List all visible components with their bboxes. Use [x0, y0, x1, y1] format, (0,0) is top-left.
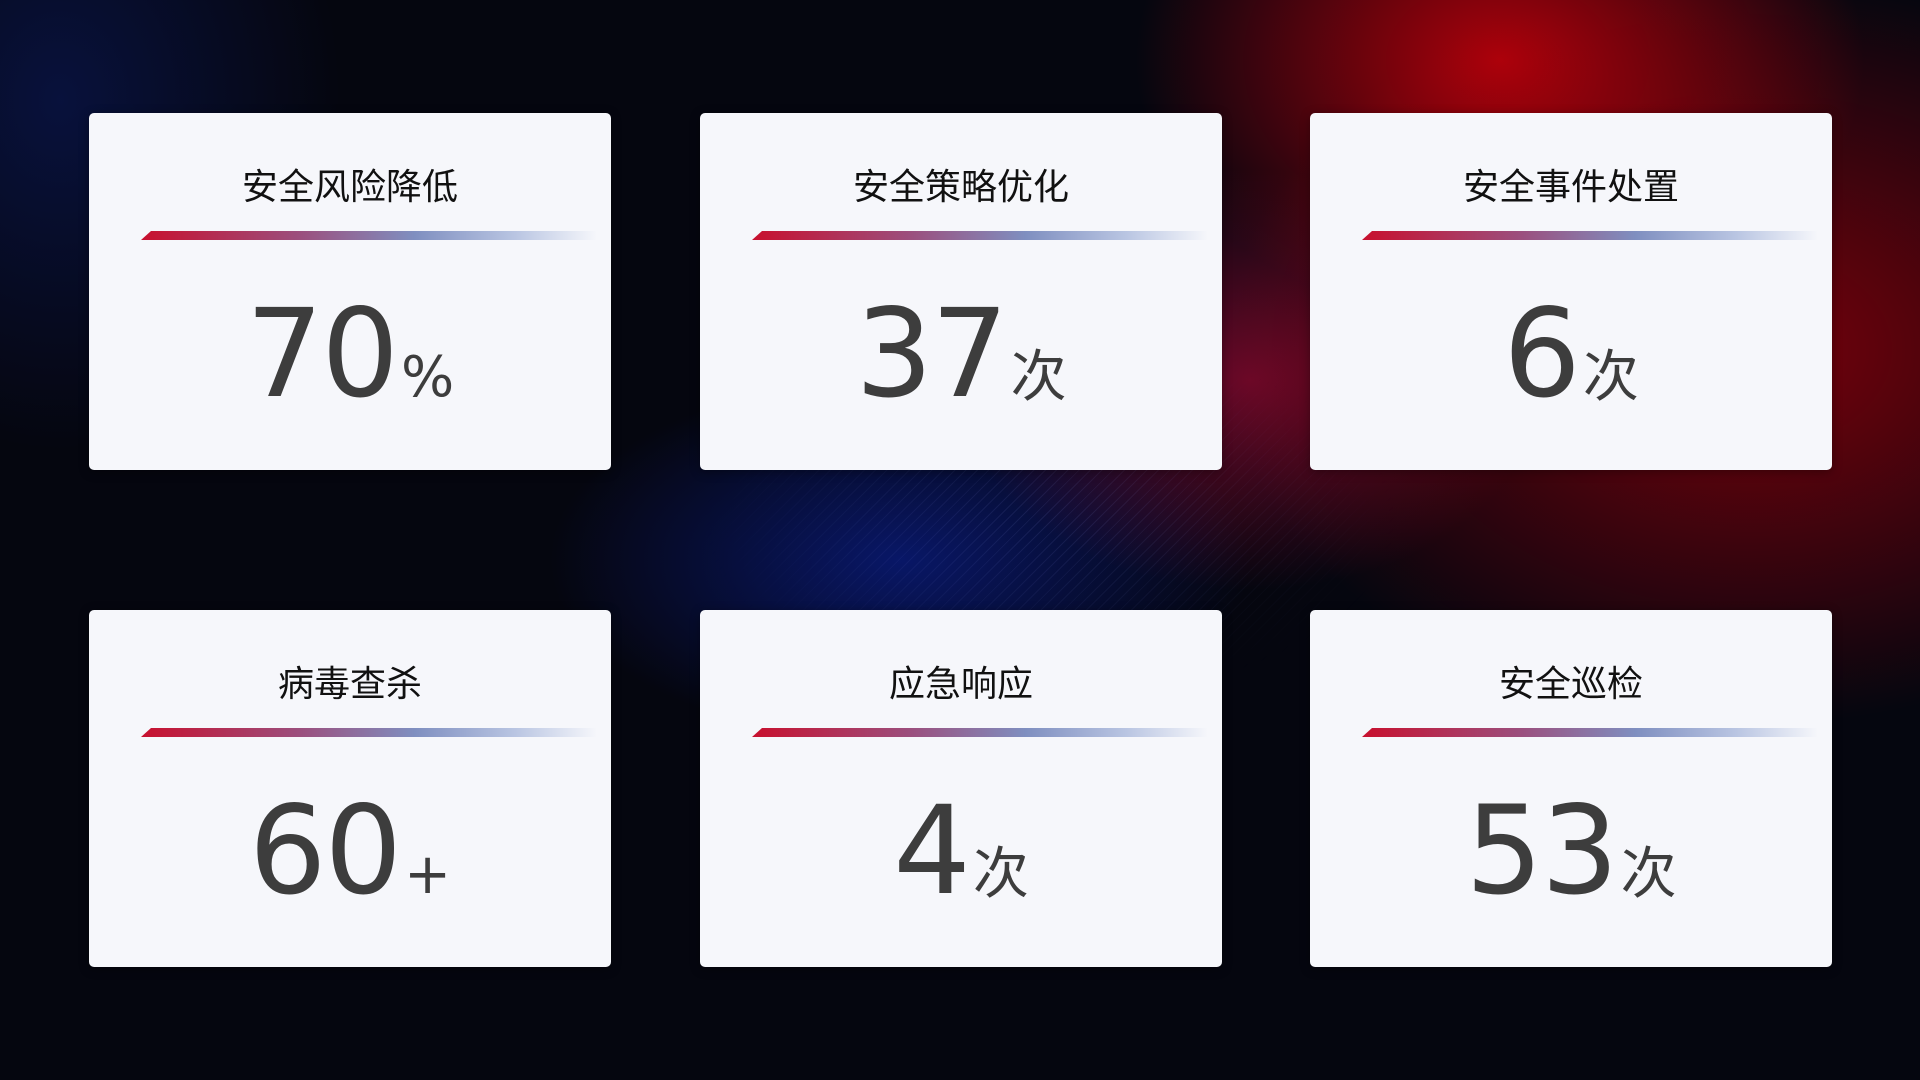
stat-number: 53: [1465, 780, 1618, 922]
stat-card-title: 安全风险降低: [241, 167, 458, 208]
stat-card: 安全风险降低 70%: [89, 113, 611, 470]
stat-number: 6: [1503, 283, 1581, 425]
stat-value: 70%: [89, 283, 611, 425]
stat-unit: %: [401, 345, 455, 410]
stat-value: 4次: [700, 780, 1222, 922]
stat-number: 4: [893, 780, 971, 922]
gradient-divider: [141, 231, 597, 240]
stat-unit: 次: [972, 842, 1029, 907]
stat-card: 病毒查杀 60+: [89, 610, 611, 967]
stat-number: 37: [855, 283, 1008, 425]
gradient-divider: [752, 728, 1208, 737]
stat-card-title: 安全巡检: [1498, 664, 1643, 705]
stat-unit: 次: [1582, 345, 1639, 410]
stat-value: 53次: [1310, 780, 1832, 922]
stat-card: 安全事件处置 6次: [1310, 113, 1832, 470]
stat-unit: +: [404, 842, 452, 907]
stat-unit: 次: [1010, 345, 1067, 410]
stat-number: 60: [248, 780, 402, 922]
stat-card: 安全策略优化 37次: [700, 113, 1222, 470]
stat-card-title: 安全策略优化: [852, 167, 1069, 208]
stat-card: 安全巡检 53次: [1310, 610, 1832, 967]
stat-unit: 次: [1620, 842, 1677, 907]
stat-value: 37次: [700, 283, 1222, 425]
stat-card-title: 安全事件处置: [1462, 167, 1679, 208]
gradient-divider: [752, 231, 1208, 240]
stat-card-title: 应急响应: [888, 664, 1033, 705]
stat-value: 60+: [89, 780, 611, 922]
gradient-divider: [1362, 728, 1818, 737]
stat-card-title: 病毒查杀: [277, 664, 422, 705]
stat-value: 6次: [1310, 283, 1832, 425]
stat-card: 应急响应 4次: [700, 610, 1222, 967]
gradient-divider: [1362, 231, 1818, 240]
stat-number: 70: [245, 283, 399, 425]
gradient-divider: [141, 728, 597, 737]
